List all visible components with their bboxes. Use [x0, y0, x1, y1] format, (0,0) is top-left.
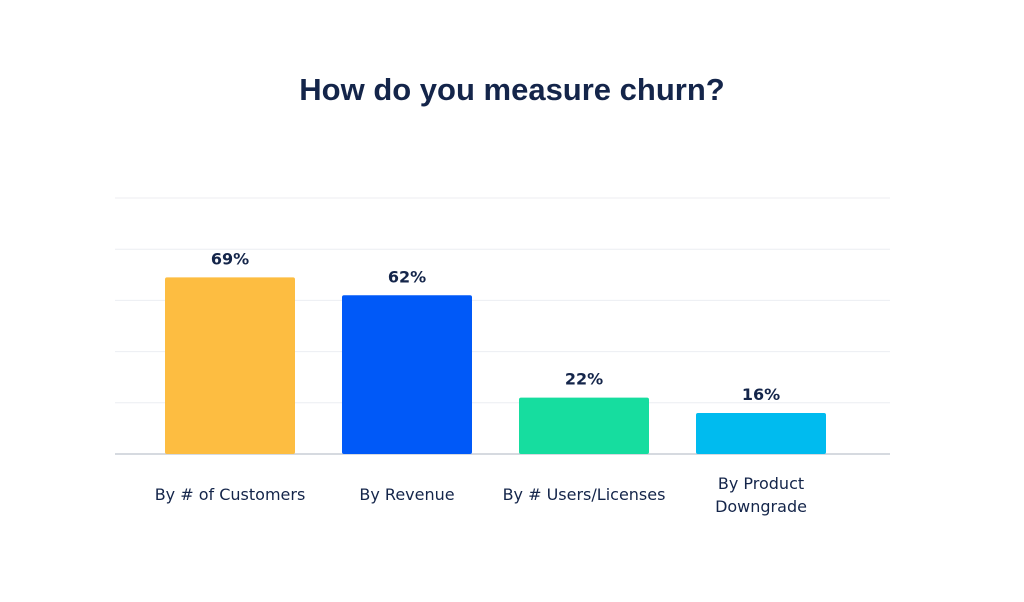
data-label: 22% [565, 370, 603, 389]
bar [165, 277, 295, 454]
bar [519, 397, 649, 454]
x-tick-label: By # of Customers [155, 485, 306, 504]
chart-title: How do you measure churn? [299, 72, 725, 107]
x-tick-label: By # Users/Licenses [503, 485, 666, 504]
data-label: 69% [211, 249, 249, 268]
bar [342, 295, 472, 454]
bar [696, 413, 826, 454]
x-tick-label: By Product Downgrade [715, 474, 807, 516]
data-label: 62% [388, 267, 426, 286]
data-label: 16% [742, 385, 780, 404]
x-tick-label: By Revenue [359, 485, 454, 504]
